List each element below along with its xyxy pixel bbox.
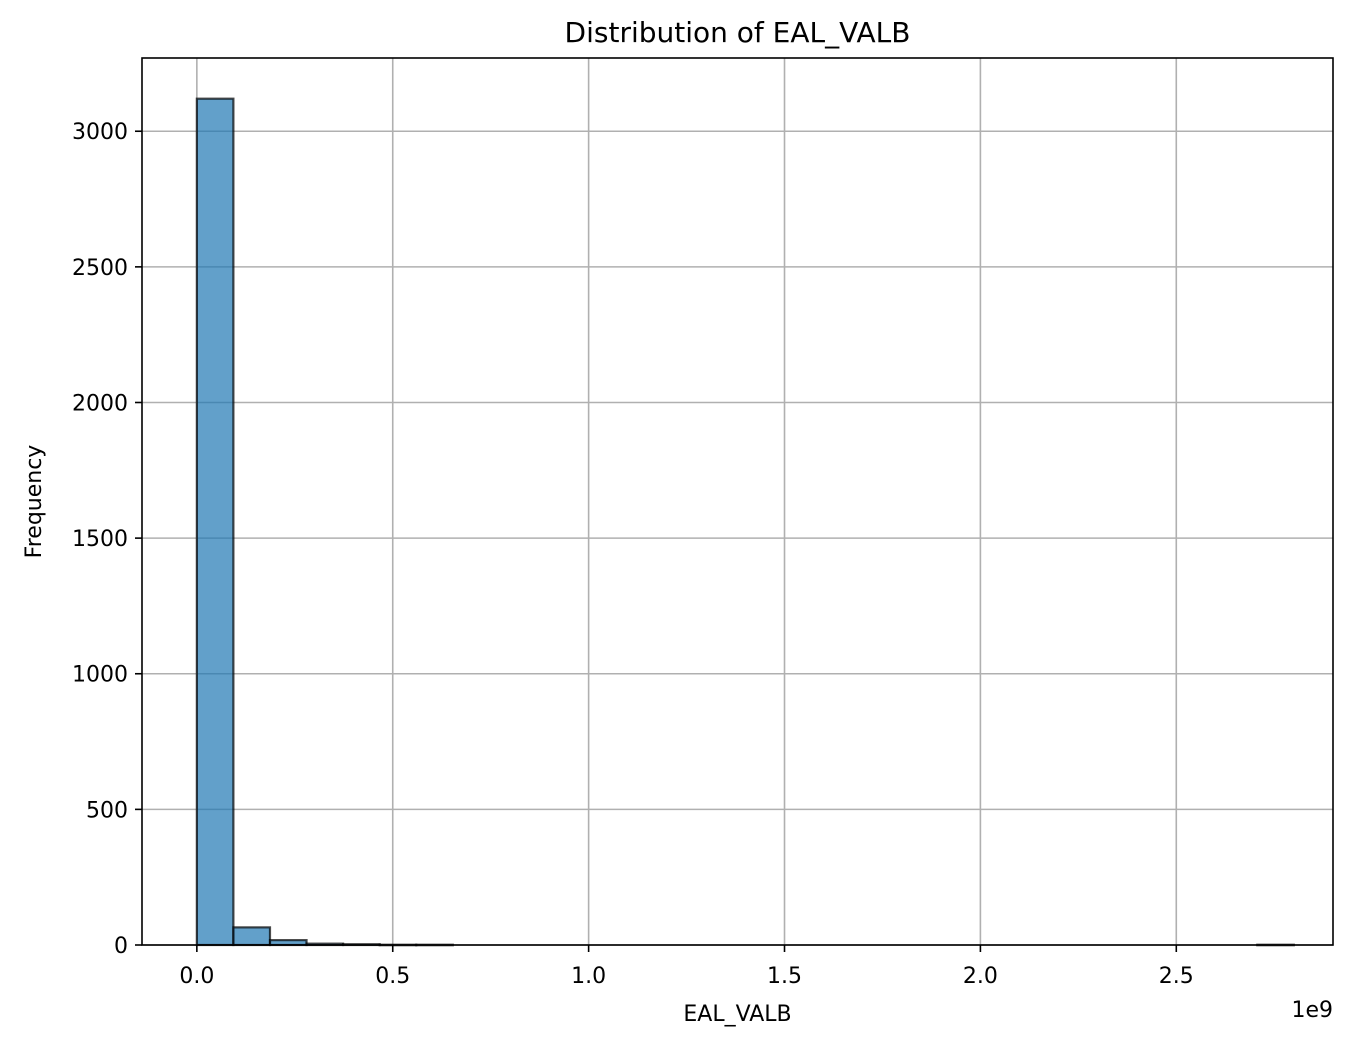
y-tick-label: 3000 xyxy=(72,120,128,145)
x-tick-label: 0.5 xyxy=(375,964,410,989)
x-axis-title: EAL_VALB xyxy=(683,1002,791,1027)
histogram-bar xyxy=(232,926,272,947)
y-tick-label: 0 xyxy=(114,934,128,959)
histogram-bars xyxy=(195,97,1295,947)
chart-title: Distribution of EAL_VALB xyxy=(565,16,911,49)
y-axis-title: Frequency xyxy=(22,445,47,559)
x-tick-label: 1.0 xyxy=(571,964,606,989)
x-tick-label: 2.0 xyxy=(963,964,998,989)
x-axis-offset-label: 1e9 xyxy=(1291,998,1333,1023)
y-tick-label: 2500 xyxy=(72,256,128,281)
x-axis-ticks: 0.0 0.5 1.0 1.5 2.0 2.5 xyxy=(179,945,1194,989)
x-tick-label: 1.5 xyxy=(767,964,802,989)
plot-area-frame xyxy=(141,57,1334,946)
histogram-bar xyxy=(195,97,235,947)
y-tick-label: 1500 xyxy=(72,527,128,552)
y-tick-label: 1000 xyxy=(72,663,128,688)
x-tick-label: 0.0 xyxy=(179,964,214,989)
x-tick-label: 2.5 xyxy=(1159,964,1194,989)
grid-lines xyxy=(142,58,1333,946)
y-tick-label: 2000 xyxy=(72,391,128,416)
y-tick-label: 500 xyxy=(86,798,128,823)
y-axis-ticks: 0 500 1000 1500 2000 2500 3000 xyxy=(72,120,142,959)
